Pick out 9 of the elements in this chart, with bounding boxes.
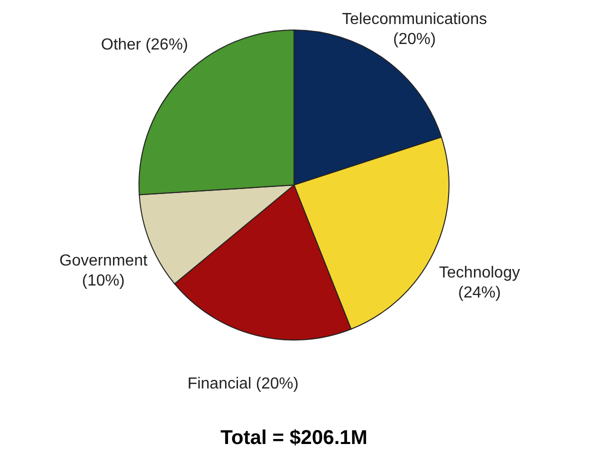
slice-label: Financial (20%) [187,376,299,393]
slice-label: Telecommunications [342,11,487,28]
text: Total = $206.1M [220,427,368,449]
slice-label: Government [59,252,148,270]
data-label: (20%) [393,31,436,48]
data-label: (24%) [458,284,501,302]
slice-label: Other (26%) [100,36,188,54]
data-label: (10%) [82,272,125,290]
slice-label: Technology [439,264,520,282]
